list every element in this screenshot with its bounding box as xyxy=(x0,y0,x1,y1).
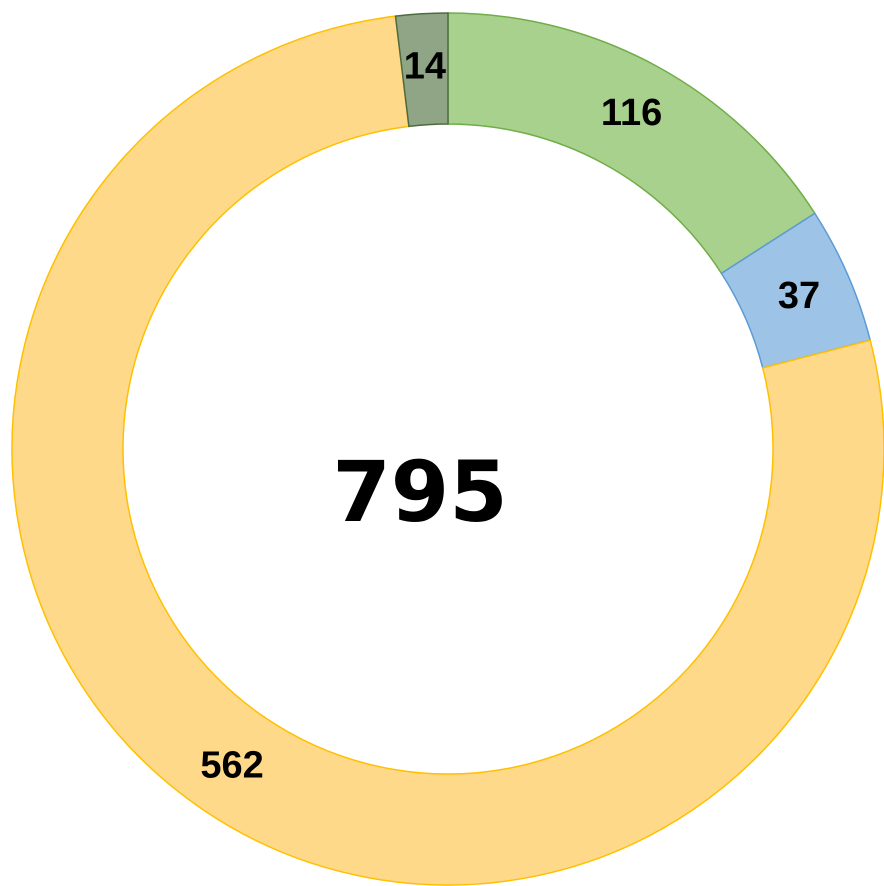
data-label: 562 xyxy=(200,744,263,786)
donut-segment xyxy=(394,12,449,128)
data-label: 37 xyxy=(778,275,820,317)
donut-segment xyxy=(11,15,884,886)
data-label: 116 xyxy=(601,92,662,134)
data-label: 14 xyxy=(404,46,446,88)
center-label: 795 xyxy=(332,443,507,541)
donut-segment xyxy=(447,12,816,275)
